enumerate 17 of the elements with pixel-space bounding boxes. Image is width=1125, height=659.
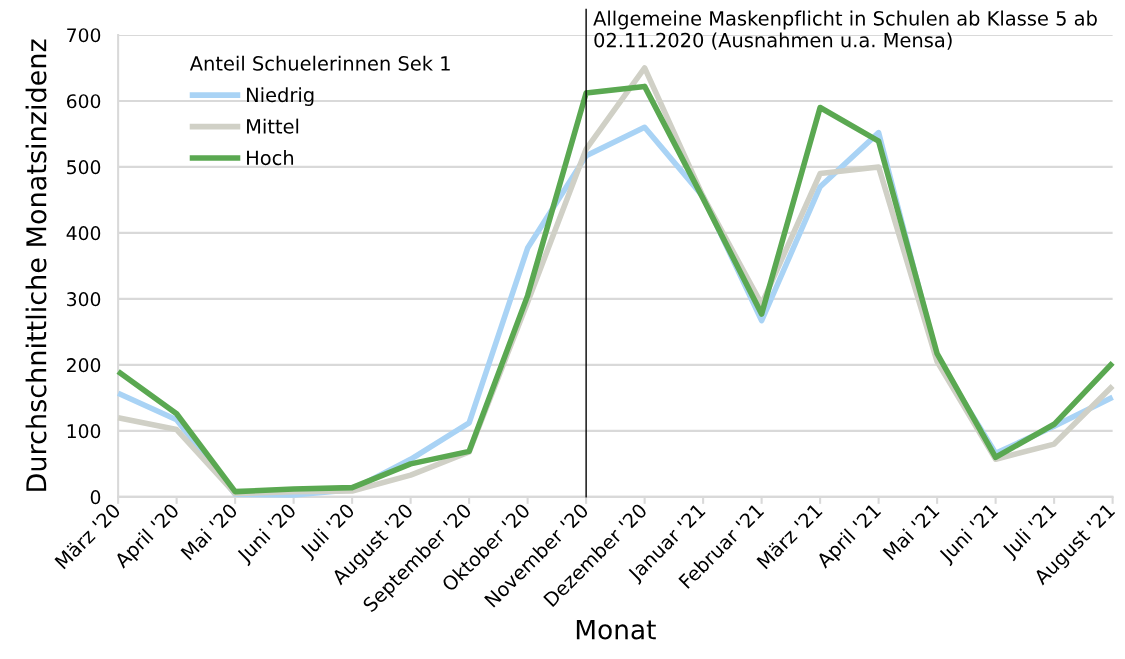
y-tick-label: 100 — [67, 424, 101, 439]
legend-label: Hoch — [247, 150, 294, 166]
legend-title: Anteil Schuelerinnen Sek 1 — [189, 55, 450, 71]
x-tick-label: Mai '21 — [882, 502, 940, 561]
legend-label: Mittel — [247, 118, 299, 134]
y-tick-label: 600 — [66, 94, 101, 109]
y-tick-label: 500 — [67, 160, 101, 175]
y-tick-label: 400 — [66, 226, 101, 241]
ref-line-label: Allgemeine Maskenpflicht in Schulen ab Klasse 5 ab 02.11.2020 (Ausnahmen u.a. Mensa) — [593, 10, 1097, 50]
legend-label: Niedrig — [247, 87, 314, 106]
y-tick-label: 0 — [90, 490, 101, 505]
x-tick-label: Mai '20 — [180, 502, 239, 561]
y-axis-title: Durchschnittliche Monatsinzidenz — [25, 39, 47, 491]
x-axis-title: Monat — [576, 619, 656, 640]
y-tick-label: 300 — [67, 292, 101, 307]
y-tick-label: 200 — [67, 358, 101, 373]
y-tick-label: 700 — [67, 28, 101, 43]
